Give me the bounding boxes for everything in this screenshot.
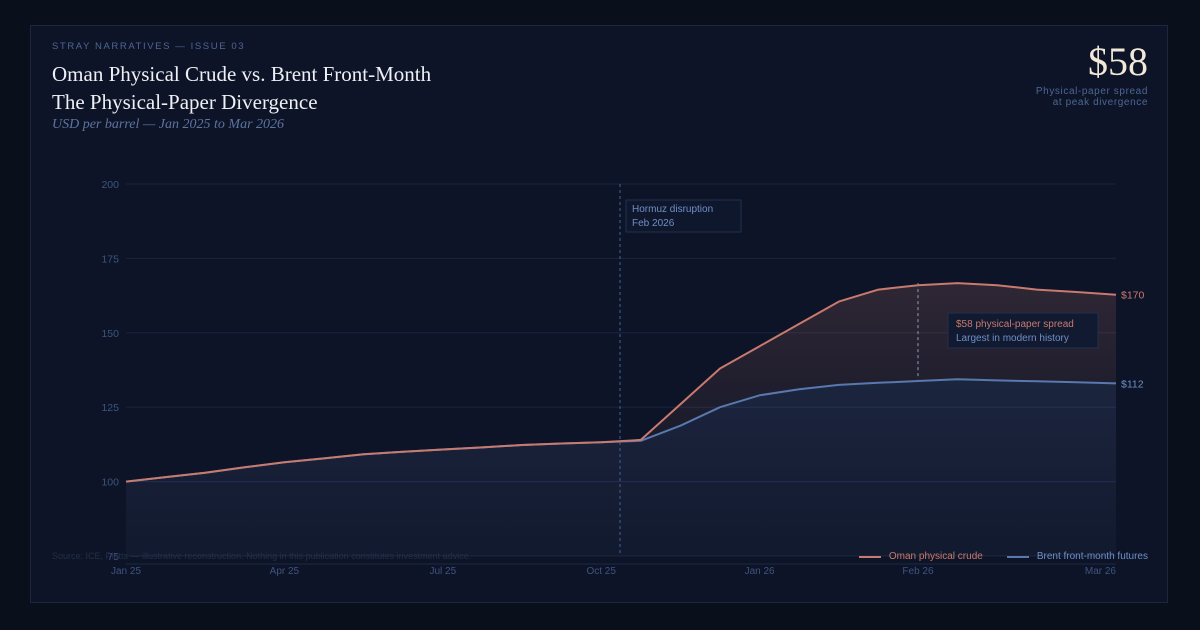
oman-end-label: $170 (1121, 290, 1145, 302)
x-tick-label-oct-25: Oct 25 (586, 566, 616, 577)
legend-label-oman: Oman physical crude (888, 551, 983, 562)
spread-area-fill (126, 283, 1116, 482)
brent-end-label: $112 (1121, 378, 1144, 390)
hormuz-annotation: Hormuz disruption Feb 2026 (625, 199, 742, 233)
y-tick-label-75: 75 (107, 551, 119, 563)
x-tick-label-jan-25: Jan 25 (111, 566, 141, 577)
legend-swatch-brent (1006, 555, 1029, 558)
y-tick-label-200: 200 (101, 179, 119, 191)
legend-item-oman: Oman physical crude (858, 551, 983, 562)
legend-item-brent: Brent front-month futures (1006, 551, 1148, 562)
peak-spread-value: $58 (1088, 39, 1148, 84)
chart-legend: Oman physical crude Brent front-month fu… (858, 551, 1148, 562)
x-tick-label-feb-26: Feb 26 (902, 566, 934, 577)
hormuz-annotation-line-2: Feb 2026 (632, 218, 675, 229)
oman-series-line (125, 282, 1117, 483)
hormuz-annotation-box (625, 199, 742, 233)
issue-kicker: STRAY NARRATIVES — ISSUE 03 (52, 41, 246, 52)
chart-title: Oman Physical Crude vs. Brent Front-Mont… (52, 60, 431, 116)
y-tick-label-175: 175 (101, 253, 119, 265)
title-line-2: The Physical-Paper Divergence (52, 90, 318, 114)
hormuz-annotation-line-1: Hormuz disruption (632, 204, 713, 215)
x-tick-label-mar-26: Mar 26 (1085, 566, 1117, 577)
legend-label-brent: Brent front-month futures (1036, 551, 1148, 562)
peak-spread-caption-line-2: at peak divergence (1052, 97, 1148, 108)
y-tick-label-125: 125 (101, 402, 119, 414)
y-tick-label-150: 150 (101, 328, 119, 340)
brent-area-fill (126, 379, 1116, 556)
peak-spread-caption: Physical-paper spread at peak divergence (948, 86, 1148, 108)
x-tick-label-jul-25: Jul 25 (429, 566, 456, 577)
spread-annotation-line-2: Largest in modern history (956, 333, 1069, 344)
x-tick-label-apr-25: Apr 25 (270, 566, 300, 577)
spread-annotation: $58 physical-paper spread Largest in mode… (947, 312, 1099, 349)
spread-annotation-box (947, 312, 1099, 349)
chart-subtitle: USD per barrel — Jan 2025 to Mar 2026 (52, 117, 285, 132)
spread-annotation-line-1: $58 physical-paper spread (956, 319, 1074, 330)
peak-spread-caption-line-1: Physical-paper spread (1035, 86, 1148, 97)
y-tick-label-100: 100 (101, 477, 119, 489)
legend-swatch-oman (858, 555, 881, 558)
x-tick-label-jan-26: Jan 26 (745, 566, 775, 577)
title-line-1: Oman Physical Crude vs. Brent Front-Mont… (52, 62, 432, 86)
source-note: Source: ICE, Platts — illustrative recon… (52, 551, 472, 561)
